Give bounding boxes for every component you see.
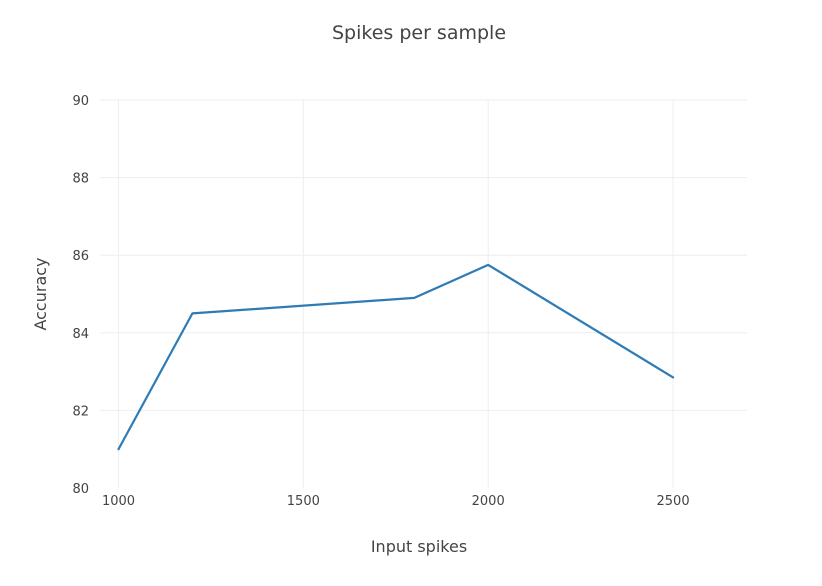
y-tick-label-3: 86 bbox=[72, 249, 89, 264]
x-tick-label-0: 1000 bbox=[102, 494, 135, 509]
y-tick-label-1: 82 bbox=[72, 404, 89, 419]
series-layer bbox=[117, 263, 675, 451]
y-tick-label-0: 80 bbox=[72, 482, 89, 497]
y-tick-label-2: 84 bbox=[72, 327, 89, 342]
y-axis-label: Accuracy bbox=[31, 257, 50, 330]
grid bbox=[100, 99, 747, 488]
y-tick-label-4: 88 bbox=[72, 172, 89, 187]
x-axis-label: Input spikes bbox=[371, 537, 467, 556]
y-axis-ticks: 80 82 84 86 88 90 bbox=[72, 94, 89, 497]
x-axis-ticks: 1000 1500 2000 2500 bbox=[102, 494, 690, 509]
series-line-0 bbox=[117, 263, 675, 451]
x-tick-label-2: 2000 bbox=[472, 494, 505, 509]
x-tick-label-3: 2500 bbox=[657, 494, 690, 509]
x-tick-label-1: 1500 bbox=[287, 494, 320, 509]
y-tick-label-5: 90 bbox=[72, 94, 89, 109]
chart-title: Spikes per sample bbox=[332, 22, 506, 44]
